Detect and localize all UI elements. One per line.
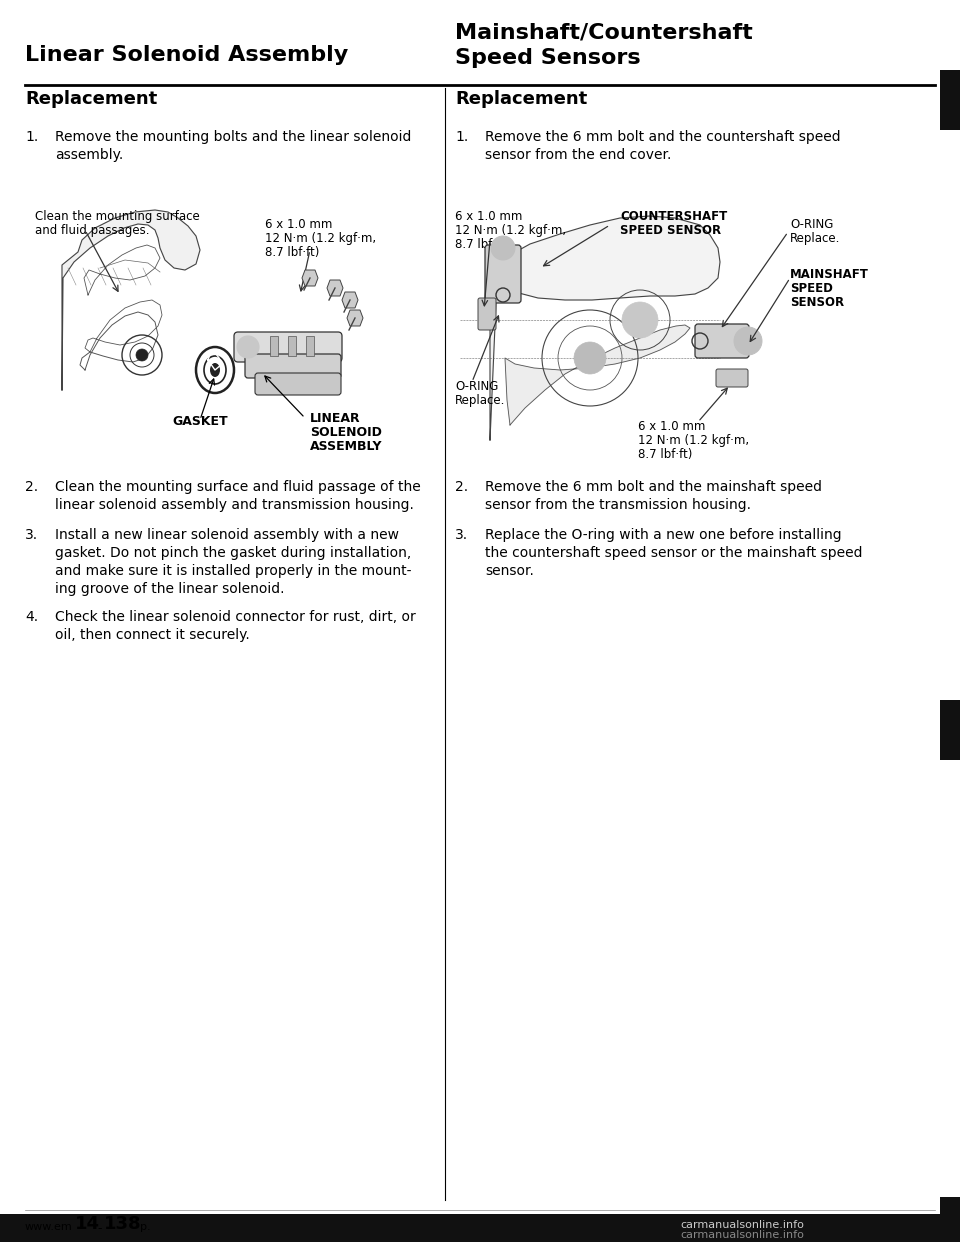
Text: 8.7 lbf·ft): 8.7 lbf·ft): [638, 448, 692, 461]
Text: sensor from the end cover.: sensor from the end cover.: [485, 148, 671, 161]
Text: Clean the mounting surface: Clean the mounting surface: [35, 210, 200, 224]
Text: carmanualsonline.info: carmanualsonline.info: [680, 1230, 804, 1240]
Bar: [940, 70, 960, 130]
Circle shape: [574, 342, 606, 374]
Text: and make sure it is installed properly in the mount-: and make sure it is installed properly i…: [55, 564, 412, 578]
Text: Linear Solenoid Assembly: Linear Solenoid Assembly: [25, 45, 348, 65]
Circle shape: [734, 327, 762, 355]
Text: p.: p.: [140, 1222, 151, 1232]
Text: sensor from the transmission housing.: sensor from the transmission housing.: [485, 498, 751, 512]
Text: 12 N·m (1.2 kgf·m,: 12 N·m (1.2 kgf·m,: [265, 232, 376, 245]
Polygon shape: [342, 292, 358, 308]
Ellipse shape: [210, 363, 220, 378]
Text: GASKET: GASKET: [172, 415, 228, 428]
Text: 6 x 1.0 mm: 6 x 1.0 mm: [638, 420, 706, 433]
Polygon shape: [505, 325, 690, 425]
Polygon shape: [490, 216, 720, 440]
Text: assembly.: assembly.: [55, 148, 123, 161]
Text: 8.7 lbf·ft): 8.7 lbf·ft): [455, 238, 510, 251]
Text: 6 x 1.0 mm: 6 x 1.0 mm: [455, 210, 522, 224]
Text: SOLENOID: SOLENOID: [310, 426, 382, 438]
Text: 2.: 2.: [25, 479, 38, 494]
Text: and fluid passages.: and fluid passages.: [35, 224, 150, 237]
Text: Check the linear solenoid connector for rust, dirt, or: Check the linear solenoid connector for …: [55, 610, 416, 623]
Text: 4.: 4.: [25, 610, 38, 623]
Text: the countershaft speed sensor or the mainshaft speed: the countershaft speed sensor or the mai…: [485, 546, 862, 560]
FancyBboxPatch shape: [716, 369, 748, 388]
Text: SENSOR: SENSOR: [790, 296, 844, 309]
Polygon shape: [347, 310, 363, 325]
Bar: [306, 337, 314, 356]
Text: O-RING: O-RING: [455, 380, 498, 392]
Polygon shape: [302, 270, 318, 286]
Text: LINEAR: LINEAR: [310, 412, 361, 425]
Text: Remove the 6 mm bolt and the mainshaft speed: Remove the 6 mm bolt and the mainshaft s…: [485, 479, 822, 494]
FancyBboxPatch shape: [478, 298, 496, 330]
Text: Replace the O-ring with a new one before installing: Replace the O-ring with a new one before…: [485, 528, 842, 542]
Text: carmanualsonline.info: carmanualsonline.info: [680, 1220, 804, 1230]
Text: MAINSHAFT: MAINSHAFT: [790, 268, 869, 281]
Text: 3.: 3.: [455, 528, 468, 542]
FancyBboxPatch shape: [485, 245, 521, 303]
Bar: [940, 700, 960, 760]
Text: Mainshaft/Countershaft: Mainshaft/Countershaft: [455, 22, 753, 42]
Text: 12 N·m (1.2 kgf·m,: 12 N·m (1.2 kgf·m,: [455, 224, 566, 237]
Text: COUNTERSHAFT: COUNTERSHAFT: [620, 210, 728, 224]
Circle shape: [622, 302, 658, 338]
Bar: [0, 1213, 960, 1242]
Text: SPEED: SPEED: [790, 282, 833, 296]
Text: Remove the mounting bolts and the linear solenoid: Remove the mounting bolts and the linear…: [55, 130, 412, 144]
Text: 1.: 1.: [25, 130, 38, 144]
Text: 3.: 3.: [25, 528, 38, 542]
Text: Remove the 6 mm bolt and the countershaft speed: Remove the 6 mm bolt and the countershaf…: [485, 130, 841, 144]
Text: linear solenoid assembly and transmission housing.: linear solenoid assembly and transmissio…: [55, 498, 414, 512]
Text: gasket. Do not pinch the gasket during installation,: gasket. Do not pinch the gasket during i…: [55, 546, 411, 560]
Circle shape: [491, 236, 515, 260]
Text: ing groove of the linear solenoid.: ing groove of the linear solenoid.: [55, 582, 284, 596]
Text: Replace.: Replace.: [790, 232, 840, 245]
Circle shape: [237, 337, 259, 358]
Text: -: -: [97, 1222, 102, 1235]
Text: 12 N·m (1.2 kgf·m,: 12 N·m (1.2 kgf·m,: [638, 433, 749, 447]
Circle shape: [136, 349, 148, 361]
Bar: [270, 337, 278, 356]
Bar: [940, 1197, 960, 1242]
Text: Speed Sensors: Speed Sensors: [455, 48, 640, 68]
Text: sensor.: sensor.: [485, 564, 534, 578]
Polygon shape: [62, 210, 200, 390]
Text: 8.7 lbf·ft): 8.7 lbf·ft): [265, 246, 320, 260]
Text: Clean the mounting surface and fluid passage of the: Clean the mounting surface and fluid pas…: [55, 479, 420, 494]
Polygon shape: [327, 279, 343, 296]
Text: 2.: 2.: [455, 479, 468, 494]
Text: ASSEMBLY: ASSEMBLY: [310, 440, 382, 453]
Text: Install a new linear solenoid assembly with a new: Install a new linear solenoid assembly w…: [55, 528, 399, 542]
FancyBboxPatch shape: [695, 324, 749, 358]
Text: oil, then connect it securely.: oil, then connect it securely.: [55, 628, 250, 642]
Text: O-RING: O-RING: [790, 219, 833, 231]
Text: 138: 138: [104, 1215, 142, 1233]
Text: Replace.: Replace.: [455, 394, 505, 407]
FancyBboxPatch shape: [255, 373, 341, 395]
Bar: [288, 337, 296, 356]
Text: SPEED SENSOR: SPEED SENSOR: [620, 224, 721, 237]
FancyBboxPatch shape: [245, 354, 341, 378]
Text: Replacement: Replacement: [455, 89, 588, 108]
Text: 6 x 1.0 mm: 6 x 1.0 mm: [265, 219, 332, 231]
Text: 14: 14: [75, 1215, 100, 1233]
Text: 1.: 1.: [455, 130, 468, 144]
Text: Replacement: Replacement: [25, 89, 157, 108]
Text: www.em: www.em: [25, 1222, 73, 1232]
FancyBboxPatch shape: [234, 332, 342, 361]
